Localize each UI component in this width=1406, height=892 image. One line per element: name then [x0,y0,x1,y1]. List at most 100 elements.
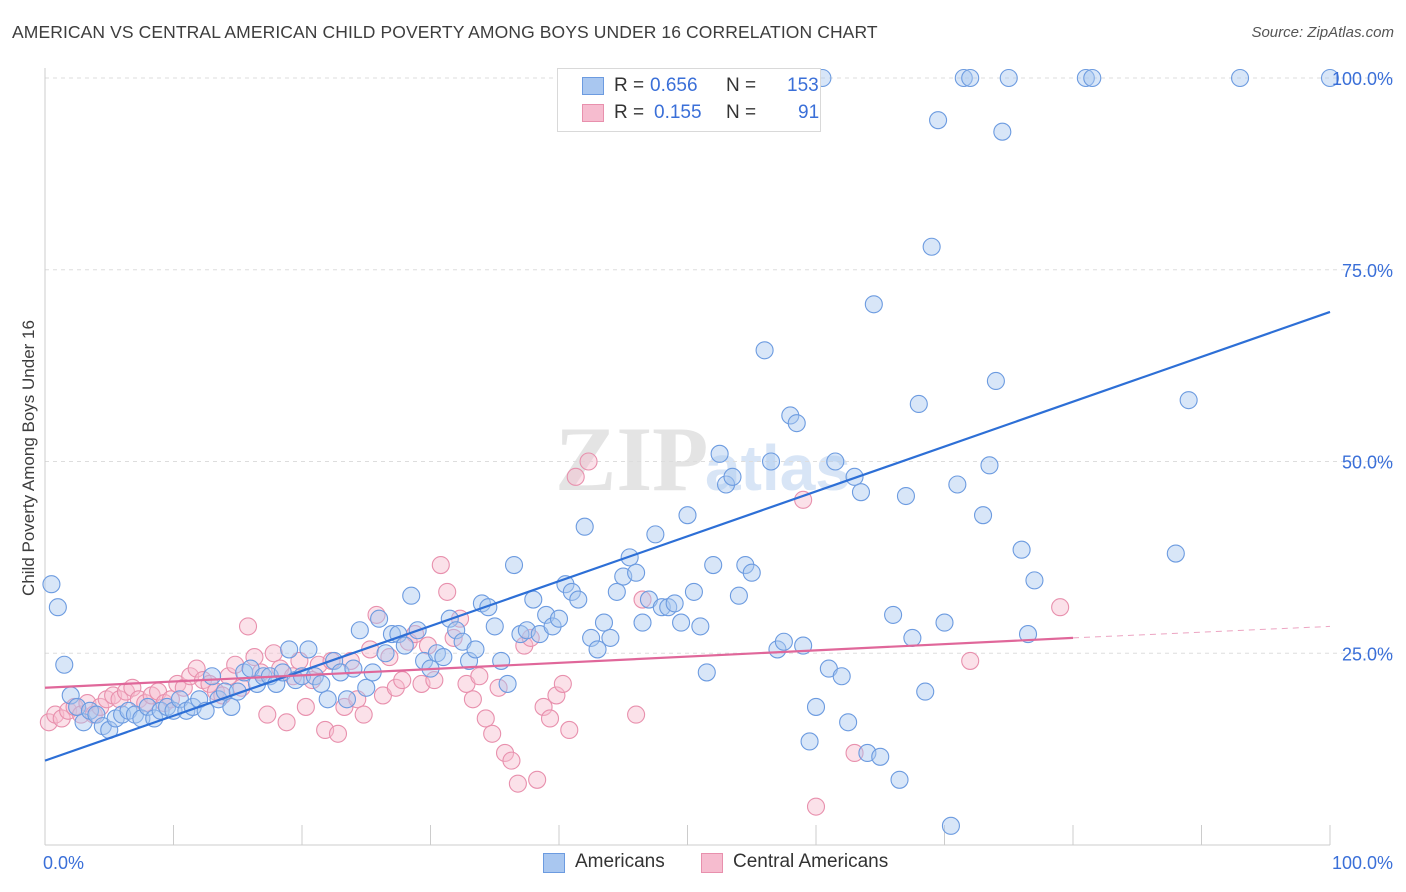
data-point-central-americans [438,582,457,601]
data-point-americans [890,770,909,789]
data-point-central-americans [495,743,515,763]
legend-swatch-central-americans [701,853,723,873]
data-point-americans [980,456,999,475]
data-point-americans [280,640,299,659]
data-point-americans [993,122,1012,141]
data-point-americans [376,644,395,663]
data-point-americans [781,406,800,425]
data-point-americans [678,506,697,525]
legend-n-label: N = [726,102,757,123]
data-point-central-americans [1051,598,1070,617]
y-tick-label: 75.0% [1342,261,1393,281]
data-point-americans [999,68,1018,88]
legend-series: Americans Central Americans [0,850,1406,878]
data-point-americans [973,506,993,525]
trend-line-americans [44,310,1331,762]
data-point-americans [48,598,67,617]
data-point-central-americans [187,659,206,678]
data-point-americans [851,483,871,502]
data-point-central-americans [540,709,560,728]
chart-title: AMERICAN VS CENTRAL AMERICAN CHILD POVER… [12,22,878,42]
data-point-americans [800,732,819,751]
data-point-americans [929,111,948,130]
data-point-americans [1179,391,1198,410]
data-point-central-americans [528,770,547,789]
data-point-americans [729,586,748,605]
data-point-central-americans [502,751,521,770]
data-point-americans [479,598,498,617]
data-point-americans [704,555,723,575]
data-point-central-americans [463,690,482,709]
legend-n-label: N = [726,75,757,96]
legend-r-value: 0.656 [650,75,698,96]
x-tick-label: 0.0% [43,853,84,873]
data-point-americans [524,590,543,609]
data-point-central-americans [52,709,71,728]
data-point-central-americans [483,724,502,743]
data-point-central-americans [258,705,277,724]
y-tick-label: 50.0% [1342,453,1393,473]
data-point-central-americans [547,686,566,705]
data-point-americans [1076,68,1095,88]
data-point-americans [1320,68,1340,88]
data-point-central-americans [425,671,444,690]
data-point-americans [916,682,935,701]
data-point-americans [504,555,524,575]
data-point-americans [466,640,485,659]
data-point-americans [402,586,421,605]
data-point-central-americans [515,636,534,655]
data-point-americans [543,617,562,636]
data-point-americans [948,475,967,494]
data-point-americans [1231,68,1250,88]
data-point-americans [672,613,691,632]
data-point-central-americans [961,651,980,670]
data-point-central-americans [238,617,258,636]
data-point-central-americans [328,724,348,743]
legend-swatch-americans [543,853,565,873]
data-point-americans [864,295,883,314]
data-point-americans [569,590,588,609]
source-label: Source: ZipAtlas.com [1251,24,1394,41]
data-point-central-americans [633,590,652,609]
data-point-americans [337,690,357,709]
data-point-americans [954,68,973,88]
data-point-americans [755,341,774,360]
data-point-central-americans [393,671,412,690]
data-point-central-americans [806,797,826,816]
data-point-americans [896,486,916,506]
legend-swatch-central-americans [582,104,604,122]
data-point-americans [742,563,761,582]
data-point-central-americans [845,743,864,763]
data-point-americans [395,636,414,655]
data-point-americans [1012,540,1031,559]
data-point-americans [447,621,466,640]
data-point-americans [839,713,858,732]
trend-line-central-americans-extension [1072,625,1331,639]
data-point-americans [459,651,479,670]
legend-stats: R = 0.656 N = 153 R = 0.155 N = 91 [557,68,821,132]
data-point-central-americans [508,774,527,793]
data-point-americans [299,640,318,659]
data-point-americans [1083,68,1102,88]
legend-r-label: R = [614,102,645,123]
data-point-americans [922,237,941,256]
data-point-americans [1018,625,1038,644]
data-point-central-americans [245,648,264,667]
data-point-americans [627,563,646,582]
data-point-americans [691,617,710,636]
data-point-central-americans [431,555,450,575]
data-point-americans [909,394,928,414]
data-point-americans [697,663,716,682]
data-point-americans [588,640,607,659]
data-point-americans [768,640,787,659]
data-point-americans [222,697,241,716]
data-point-americans [665,594,684,613]
data-point-americans [312,674,331,693]
data-point-americans [549,609,569,628]
data-point-americans [787,414,806,433]
data-point-central-americans [566,467,585,486]
data-point-americans [87,705,106,724]
data-point-americans [1025,571,1044,590]
data-point-americans [633,613,652,632]
